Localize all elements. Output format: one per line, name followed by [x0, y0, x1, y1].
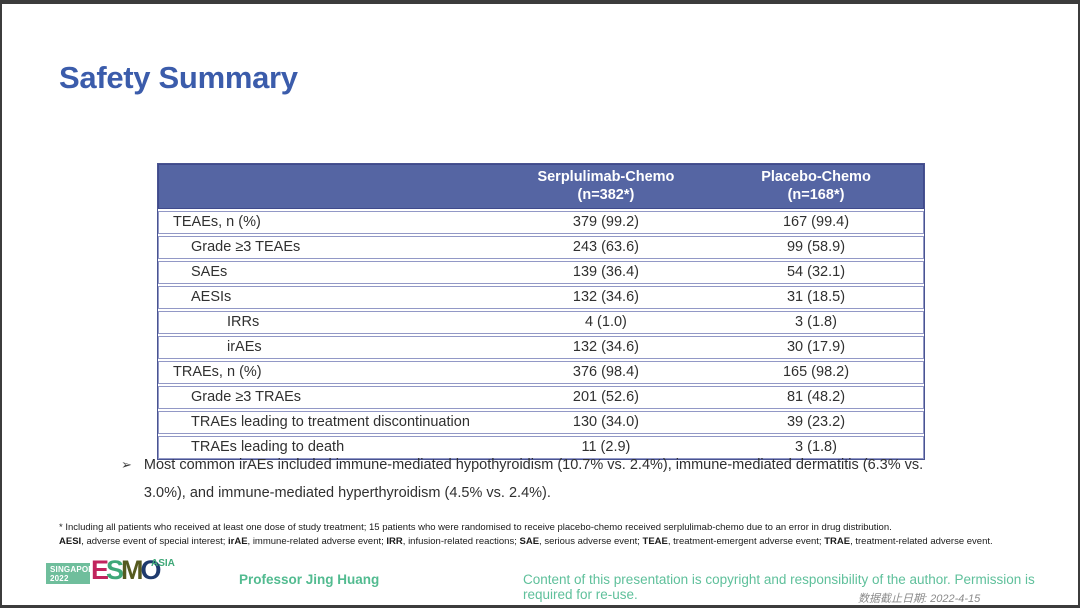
table-row: TRAEs leading to death 11 (2.9) 3 (1.8)	[158, 436, 924, 459]
row-value-serplulimab: 132 (34.6)	[572, 289, 639, 305]
row-label: Grade ≥3 TRAEs	[191, 389, 302, 405]
row-value-placebo: 54 (32.1)	[786, 264, 846, 280]
bullet-arrow-icon: ➢	[121, 457, 132, 472]
row-value-placebo: 167 (99.4)	[782, 214, 850, 230]
abbr-term: TEAE	[642, 535, 668, 547]
esmo-logo: ESMO	[91, 555, 162, 585]
row-label: IRRs	[227, 314, 260, 330]
row-value-placebo: 81 (48.2)	[786, 389, 846, 405]
table-row: irAEs 132 (34.6) 30 (17.9)	[158, 336, 924, 359]
table-header-row: Serplulimab-Chemo (n=382*) Placebo-Chemo…	[158, 164, 924, 209]
table-row: Grade ≥3 TRAEs 201 (52.6) 81 (48.2)	[158, 386, 924, 409]
row-value-placebo: 3 (1.8)	[795, 439, 837, 455]
row-value-serplulimab: 132 (34.6)	[572, 339, 639, 355]
abbr-term: AESI	[59, 535, 82, 547]
column-header-line1: Placebo-Chemo	[761, 169, 871, 185]
esmo-letter: O	[140, 555, 162, 585]
abbr-definition: , treatment-emergent adverse event;	[667, 535, 825, 547]
row-value-serplulimab: 130 (34.0)	[572, 414, 639, 430]
table-row: TRAEs leading to treatment discontinuati…	[158, 411, 924, 434]
abbr-definition: , immune-related adverse event;	[247, 535, 387, 547]
abbr-definition: , infusion-related reactions;	[402, 535, 520, 547]
table-row: IRRs 4 (1.0) 3 (1.8)	[158, 311, 924, 334]
row-value-placebo: 3 (1.8)	[795, 314, 837, 330]
footnote-asterisk: * Including all patients who received at…	[59, 522, 892, 533]
copyright-notice: Content of this presentation is copyrigh…	[523, 572, 1035, 602]
row-value-placebo: 30 (17.9)	[786, 339, 846, 355]
row-label: TRAEs leading to treatment discontinuati…	[191, 414, 470, 430]
esmo-letter: M	[121, 555, 143, 585]
esmo-asia-label: ASIA	[151, 558, 175, 569]
data-cutoff-date: 数据截止日期: 2022-4-15	[858, 593, 981, 605]
table-row: AESIs 132 (34.6) 31 (18.5)	[158, 286, 924, 309]
row-label: Grade ≥3 TEAEs	[191, 239, 301, 255]
row-label: AESIs	[191, 289, 232, 305]
esmo-letter: S	[106, 555, 124, 585]
row-label: SAEs	[191, 264, 228, 280]
table-header-empty	[159, 165, 503, 208]
row-value-placebo: 31 (18.5)	[786, 289, 846, 305]
row-value-placebo: 99 (58.9)	[786, 239, 846, 255]
esmo-venue-badge: SINGAPORE 2022	[46, 563, 100, 584]
row-label: TRAEs, n (%)	[173, 364, 262, 380]
row-label: irAEs	[227, 339, 262, 355]
column-header-line2: (n=382*)	[577, 187, 635, 203]
table-row: TRAEs, n (%) 376 (98.4) 165 (98.2)	[158, 361, 924, 384]
row-value-serplulimab: 379 (99.2)	[572, 214, 639, 230]
row-value-serplulimab: 376 (98.4)	[572, 364, 639, 380]
venue-city: SINGAPORE	[50, 565, 100, 574]
row-value-serplulimab: 139 (36.4)	[572, 264, 639, 280]
abbr-term: SAE	[519, 535, 540, 547]
page-title: Safety Summary	[59, 60, 298, 95]
abbr-definition: , adverse event of special interest;	[81, 535, 228, 547]
safety-table: Serplulimab-Chemo (n=382*) Placebo-Chemo…	[157, 163, 925, 460]
esmo-letter: E	[91, 555, 109, 585]
row-value-placebo: 165 (98.2)	[782, 364, 850, 380]
table-row: TEAEs, n (%) 379 (99.2) 167 (99.4)	[158, 211, 924, 234]
table-row: Grade ≥3 TEAEs 243 (63.6) 99 (58.9)	[158, 236, 924, 259]
venue-year: 2022	[50, 574, 69, 583]
table-header-placebo: Placebo-Chemo (n=168*)	[709, 165, 923, 208]
row-value-serplulimab: 11 (2.9)	[581, 439, 631, 455]
bullet-text: Most common irAEs included immune-mediat…	[143, 457, 924, 501]
column-header-line2: (n=168*)	[787, 187, 845, 203]
abbr-term: IRR	[386, 535, 403, 547]
abbr-definition: , treatment-related adverse event.	[850, 535, 993, 547]
footnote-abbreviations: AESI, adverse event of special interest;…	[59, 535, 1049, 549]
table-row: SAEs 139 (36.4) 54 (32.1)	[158, 261, 924, 284]
abbr-term: irAE	[228, 535, 248, 547]
column-header-line1: Serplulimab-Chemo	[537, 169, 675, 185]
row-value-serplulimab: 201 (52.6)	[572, 389, 639, 405]
row-label: TRAEs leading to death	[191, 439, 345, 455]
abbr-term: TRAE	[824, 535, 851, 547]
presenter-name: Professor Jing Huang	[239, 572, 380, 587]
row-value-serplulimab: 243 (63.6)	[572, 239, 639, 255]
key-finding-bullet: ➢ Most common irAEs included immune-medi…	[121, 451, 933, 507]
row-label: TEAEs, n (%)	[173, 214, 261, 230]
row-value-placebo: 39 (23.2)	[786, 414, 846, 430]
footnotes: * Including all patients who received at…	[59, 521, 1049, 548]
abbr-definition: , serious adverse event;	[539, 535, 643, 547]
table-header-serplulimab: Serplulimab-Chemo (n=382*)	[503, 165, 709, 208]
row-value-serplulimab: 4 (1.0)	[584, 314, 627, 330]
